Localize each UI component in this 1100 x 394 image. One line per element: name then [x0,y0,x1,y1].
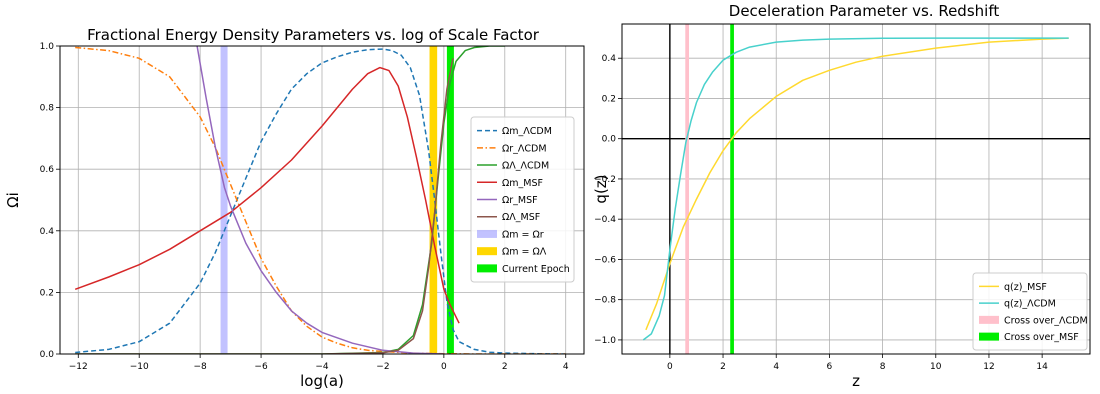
x-tick-label: 6 [827,362,833,372]
y-tick-label: 0.0 [40,350,55,360]
x-tick-label: 4 [563,362,569,372]
series-line-5 [196,46,444,354]
legend-item: ΩΛ_ΛCDM [477,161,549,172]
legend-item: Current Epoch [477,264,570,275]
y-tick-label: 1.0 [40,42,55,52]
plot-frame [621,23,1091,355]
legend-item: Ωr_ΛCDM [477,143,547,154]
legend-item: q(z)_ΛCDM [979,299,1056,310]
y-axis-label: q(z) [592,174,610,203]
plot-area [642,24,1069,354]
y-tick-label: −0.4 [594,215,616,225]
legend-label: Ωm_MSF [502,178,543,189]
chart-2: 0 2 4 6 8 10 12 14 −1.0 −0.8 −0.6 −0.4 −0.2 0.0 0.2 0.4… [592,2,1091,390]
y-tick-label: 0.4 [602,54,617,64]
y-tick-label: 0.4 [40,227,55,237]
x-tick-label: 8 [880,362,886,372]
x-tick-label: 0 [667,362,673,372]
legend-label: Current Epoch [502,264,570,275]
legend: Ωm_ΛCDM Ωr_ΛCDM ΩΛ_ΛCDM Ωm_MSF Ωr_MSF ΩΛ_MSF Ω… [470,116,575,283]
band-3 [446,46,454,354]
legend-swatch [477,264,497,273]
x-tick-label: 0 [441,362,447,372]
legend-item: Cross over_MSF [979,332,1079,343]
x-axis-label: log(a) [300,372,344,390]
x-tick-label: 2 [502,362,508,372]
legend-item: q(z)_MSF [979,282,1047,293]
y-tick-label: 0.2 [602,94,616,104]
band-2 [429,46,438,354]
legend-box [470,116,575,283]
band-2 [730,24,734,354]
legend-label: Ωr_MSF [502,195,538,206]
legend-label: Ωm = Ωr [502,229,544,240]
y-tick-label: 0.8 [40,104,55,114]
x-tick-label: −6 [254,362,268,372]
y-tick-label: −0.8 [594,296,616,306]
legend-item: Ωm = Ωr [477,229,544,240]
x-tick-label: −2 [376,362,389,372]
y-tick-label: 0.2 [40,288,54,298]
legend-item: Cross over_ΛCDM [979,315,1088,326]
legend-label: Ωm_ΛCDM [502,126,552,137]
x-axis-label: z [852,372,860,390]
series-line-1 [75,48,566,354]
x-tick-label: −8 [193,362,207,372]
y-tick-label: −0.6 [594,255,616,265]
band-1 [220,46,228,354]
legend: q(z)_MSF q(z)_ΛCDM Cross over_ΛCDM Cross ov… [972,272,1088,351]
band-1 [685,24,690,354]
legend-box [972,272,1088,351]
legend-item: ΩΛ_MSF [477,212,540,223]
x-tick-label: −4 [315,362,329,372]
series-line-4 [74,66,460,324]
x-tick-label: 12 [983,362,994,372]
y-tick-label: −1.0 [594,336,616,346]
plot-area [74,46,566,354]
x-tick-label: 14 [1036,362,1048,372]
y-tick-label: −0.2 [594,175,616,185]
legend-swatch [979,315,999,324]
series-line-1 [645,37,1069,331]
legend-label: Ωm = ΩΛ [502,247,547,258]
y-axis-label: Ωi [4,192,22,208]
legend-label: ΩΛ_ΛCDM [502,161,549,172]
legend-swatch [477,229,497,238]
legend-item: Ωr_MSF [477,195,538,206]
legend-item: Ωm_MSF [477,178,543,189]
chart-1: −12 −10 −8 −6 −4 −2 0 2 4 0.0 0.2 0.4 0.6 0.8 1.0 Fract… [4,26,585,390]
x-tick-label: 10 [930,362,942,372]
x-tick-label: −10 [130,362,149,372]
x-tick-label: −12 [69,362,88,372]
legend-label: ΩΛ_MSF [502,212,540,223]
legend-swatch [979,332,999,341]
legend-item: Ωm_ΛCDM [477,126,552,137]
legend-label: Ωr_ΛCDM [502,143,547,154]
y-tick-label: 0.6 [40,165,55,175]
series-line-6 [75,58,454,354]
legend-item: Ωm = ΩΛ [477,247,547,258]
y-tick-label: 0.0 [602,135,617,145]
legend-label: Cross over_MSF [1004,332,1079,343]
legend-label: q(z)_ΛCDM [1004,299,1056,310]
x-tick-label: 2 [720,362,726,372]
legend-label: Cross over_ΛCDM [1004,315,1088,326]
chart-title: Fractional Energy Density Parameters vs.… [87,26,540,44]
chart-title: Deceleration Parameter vs. Redshift [729,2,1000,20]
series-line-2 [642,37,1069,341]
legend-swatch [477,247,497,256]
x-tick-label: 4 [773,362,779,372]
legend-label: q(z)_MSF [1004,282,1047,293]
